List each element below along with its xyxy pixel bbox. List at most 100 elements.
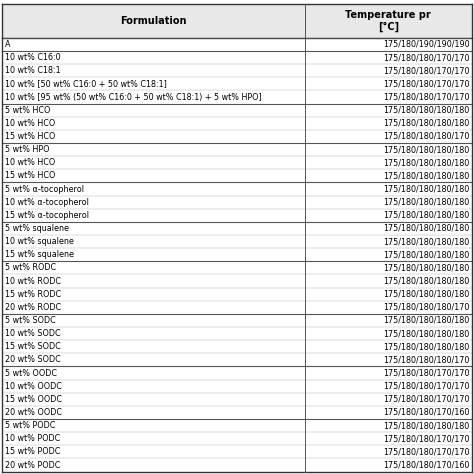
Text: 175/180/180/170/170: 175/180/180/170/170: [383, 395, 470, 404]
Bar: [2, 327, 472, 340]
Text: 175/180/180/180/180: 175/180/180/180/180: [383, 224, 470, 233]
Bar: [2, 51, 472, 64]
Text: 175/180/180/170/170: 175/180/180/170/170: [383, 447, 470, 456]
Bar: [2, 393, 472, 406]
Text: 15 wt% RODC: 15 wt% RODC: [5, 290, 61, 299]
Bar: [2, 261, 472, 274]
Text: 15 wt% SODC: 15 wt% SODC: [5, 342, 61, 351]
Text: 175/180/180/180/180: 175/180/180/180/180: [383, 316, 470, 325]
Bar: [2, 419, 472, 432]
Bar: [2, 130, 472, 143]
Text: 5 wt% OODC: 5 wt% OODC: [5, 369, 57, 378]
Text: 10 wt% [95 wt% (50 wt% C16:0 + 50 wt% C18:1) + 5 wt% HPO]: 10 wt% [95 wt% (50 wt% C16:0 + 50 wt% C1…: [5, 92, 262, 101]
Bar: [2, 366, 472, 380]
Text: 175/180/180/170/160: 175/180/180/170/160: [383, 461, 470, 470]
Text: 10 wt% RODC: 10 wt% RODC: [5, 276, 61, 285]
Text: 20 wt% PODC: 20 wt% PODC: [5, 461, 61, 470]
Bar: [2, 235, 472, 248]
Text: 175/180/180/180/180: 175/180/180/180/180: [383, 184, 470, 193]
Bar: [2, 117, 472, 130]
Bar: [2, 222, 472, 235]
Text: 15 wt% OODC: 15 wt% OODC: [5, 395, 62, 404]
Bar: [2, 301, 472, 314]
Text: 5 wt% SODC: 5 wt% SODC: [5, 316, 56, 325]
Bar: [2, 104, 472, 117]
Text: 175/180/180/170/170: 175/180/180/170/170: [383, 53, 470, 62]
Text: 175/180/180/180/180: 175/180/180/180/180: [383, 421, 470, 430]
Text: 175/180/180/180/180: 175/180/180/180/180: [383, 172, 470, 181]
Bar: [2, 64, 472, 77]
Text: 5 wt% α-tocopherol: 5 wt% α-tocopherol: [5, 184, 84, 193]
Text: 175/180/180/180/170: 175/180/180/180/170: [383, 303, 470, 312]
Text: 175/180/180/180/180: 175/180/180/180/180: [383, 264, 470, 273]
Text: 10 wt% α-tocopherol: 10 wt% α-tocopherol: [5, 198, 89, 207]
Text: 10 wt% HCO: 10 wt% HCO: [5, 158, 55, 167]
Text: 10 wt% squalene: 10 wt% squalene: [5, 237, 74, 246]
Text: 175/180/180/180/180: 175/180/180/180/180: [383, 119, 470, 128]
Text: 175/180/180/170/170: 175/180/180/170/170: [383, 66, 470, 75]
Text: 10 wt% SODC: 10 wt% SODC: [5, 329, 61, 338]
Bar: [2, 91, 472, 104]
Text: 10 wt% [50 wt% C16:0 + 50 wt% C18:1]: 10 wt% [50 wt% C16:0 + 50 wt% C18:1]: [5, 80, 167, 89]
Text: 20 wt% RODC: 20 wt% RODC: [5, 303, 61, 312]
Text: 175/180/180/180/180: 175/180/180/180/180: [383, 198, 470, 207]
Bar: [2, 4, 472, 38]
Text: 175/180/180/180/180: 175/180/180/180/180: [383, 145, 470, 154]
Text: 175/180/180/170/170: 175/180/180/170/170: [383, 434, 470, 443]
Text: 175/180/180/180/180: 175/180/180/180/180: [383, 250, 470, 259]
Bar: [2, 156, 472, 169]
Bar: [2, 380, 472, 393]
Bar: [2, 182, 472, 196]
Text: 175/180/180/180/180: 175/180/180/180/180: [383, 276, 470, 285]
Text: 5 wt% PODC: 5 wt% PODC: [5, 421, 55, 430]
Text: 175/180/180/170/170: 175/180/180/170/170: [383, 369, 470, 378]
Text: 175/180/180/180/180: 175/180/180/180/180: [383, 158, 470, 167]
Bar: [2, 446, 472, 458]
Text: 175/180/180/180/180: 175/180/180/180/180: [383, 342, 470, 351]
Text: 175/180/190/190/190: 175/180/190/190/190: [383, 40, 470, 49]
Text: 175/180/180/180/170: 175/180/180/180/170: [383, 356, 470, 365]
Bar: [2, 432, 472, 446]
Text: Temperature pr
[°C]: Temperature pr [°C]: [346, 10, 431, 32]
Text: 175/180/180/180/180: 175/180/180/180/180: [383, 237, 470, 246]
Text: 175/180/180/180/180: 175/180/180/180/180: [383, 106, 470, 115]
Text: 175/180/180/170/170: 175/180/180/170/170: [383, 382, 470, 391]
Text: 10 wt% C18:1: 10 wt% C18:1: [5, 66, 61, 75]
Bar: [2, 274, 472, 288]
Text: 20 wt% OODC: 20 wt% OODC: [5, 408, 62, 417]
Bar: [2, 38, 472, 51]
Text: 175/180/180/180/180: 175/180/180/180/180: [383, 211, 470, 220]
Text: A: A: [5, 40, 11, 49]
Bar: [2, 248, 472, 261]
Text: 15 wt% squalene: 15 wt% squalene: [5, 250, 74, 259]
Text: 175/180/180/170/170: 175/180/180/170/170: [383, 80, 470, 89]
Bar: [2, 169, 472, 182]
Text: 175/180/180/180/180: 175/180/180/180/180: [383, 329, 470, 338]
Text: 10 wt% C16:0: 10 wt% C16:0: [5, 53, 61, 62]
Text: 175/180/180/180/170: 175/180/180/180/170: [383, 132, 470, 141]
Bar: [2, 196, 472, 209]
Bar: [2, 340, 472, 353]
Text: 5 wt% HPO: 5 wt% HPO: [5, 145, 50, 154]
Bar: [2, 143, 472, 156]
Text: 10 wt% PODC: 10 wt% PODC: [5, 434, 61, 443]
Bar: [2, 314, 472, 327]
Text: 5 wt% HCO: 5 wt% HCO: [5, 106, 51, 115]
Text: 15 wt% PODC: 15 wt% PODC: [5, 447, 61, 456]
Text: 15 wt% HCO: 15 wt% HCO: [5, 132, 55, 141]
Text: Formulation: Formulation: [120, 16, 187, 26]
Bar: [2, 209, 472, 222]
Text: 5 wt% squalene: 5 wt% squalene: [5, 224, 69, 233]
Text: 15 wt% HCO: 15 wt% HCO: [5, 172, 55, 181]
Text: 175/180/180/170/160: 175/180/180/170/160: [383, 408, 470, 417]
Text: 10 wt% HCO: 10 wt% HCO: [5, 119, 55, 128]
Text: 15 wt% α-tocopherol: 15 wt% α-tocopherol: [5, 211, 89, 220]
Text: 175/180/180/180/180: 175/180/180/180/180: [383, 290, 470, 299]
Bar: [2, 77, 472, 91]
Bar: [2, 406, 472, 419]
Bar: [2, 288, 472, 301]
Bar: [2, 353, 472, 366]
Text: 175/180/180/170/170: 175/180/180/170/170: [383, 92, 470, 101]
Text: 5 wt% RODC: 5 wt% RODC: [5, 264, 56, 273]
Text: 10 wt% OODC: 10 wt% OODC: [5, 382, 62, 391]
